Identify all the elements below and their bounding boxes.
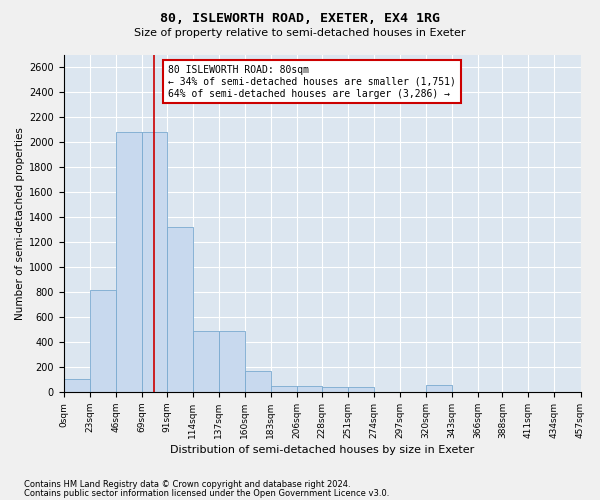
Bar — [167, 227, 193, 392]
Bar — [218, 331, 245, 392]
Bar — [271, 386, 296, 392]
Text: 80 ISLEWORTH ROAD: 80sqm
← 34% of semi-detached houses are smaller (1,751)
64% o: 80 ISLEWORTH ROAD: 80sqm ← 34% of semi-d… — [168, 66, 456, 98]
Y-axis label: Number of semi-detached properties: Number of semi-detached properties — [15, 127, 25, 320]
Bar — [347, 387, 374, 392]
Text: Size of property relative to semi-detached houses in Exeter: Size of property relative to semi-detach… — [134, 28, 466, 38]
Text: Contains public sector information licensed under the Open Government Licence v3: Contains public sector information licen… — [24, 488, 389, 498]
Bar — [322, 387, 347, 392]
Text: Contains HM Land Registry data © Crown copyright and database right 2024.: Contains HM Land Registry data © Crown c… — [24, 480, 350, 489]
Bar — [142, 132, 167, 392]
Bar — [89, 290, 116, 392]
Bar — [296, 386, 322, 392]
X-axis label: Distribution of semi-detached houses by size in Exeter: Distribution of semi-detached houses by … — [170, 445, 474, 455]
Bar — [245, 372, 271, 392]
Bar — [193, 331, 218, 392]
Bar — [425, 385, 452, 392]
Bar — [64, 380, 89, 392]
Text: 80, ISLEWORTH ROAD, EXETER, EX4 1RG: 80, ISLEWORTH ROAD, EXETER, EX4 1RG — [160, 12, 440, 26]
Bar — [116, 132, 142, 392]
